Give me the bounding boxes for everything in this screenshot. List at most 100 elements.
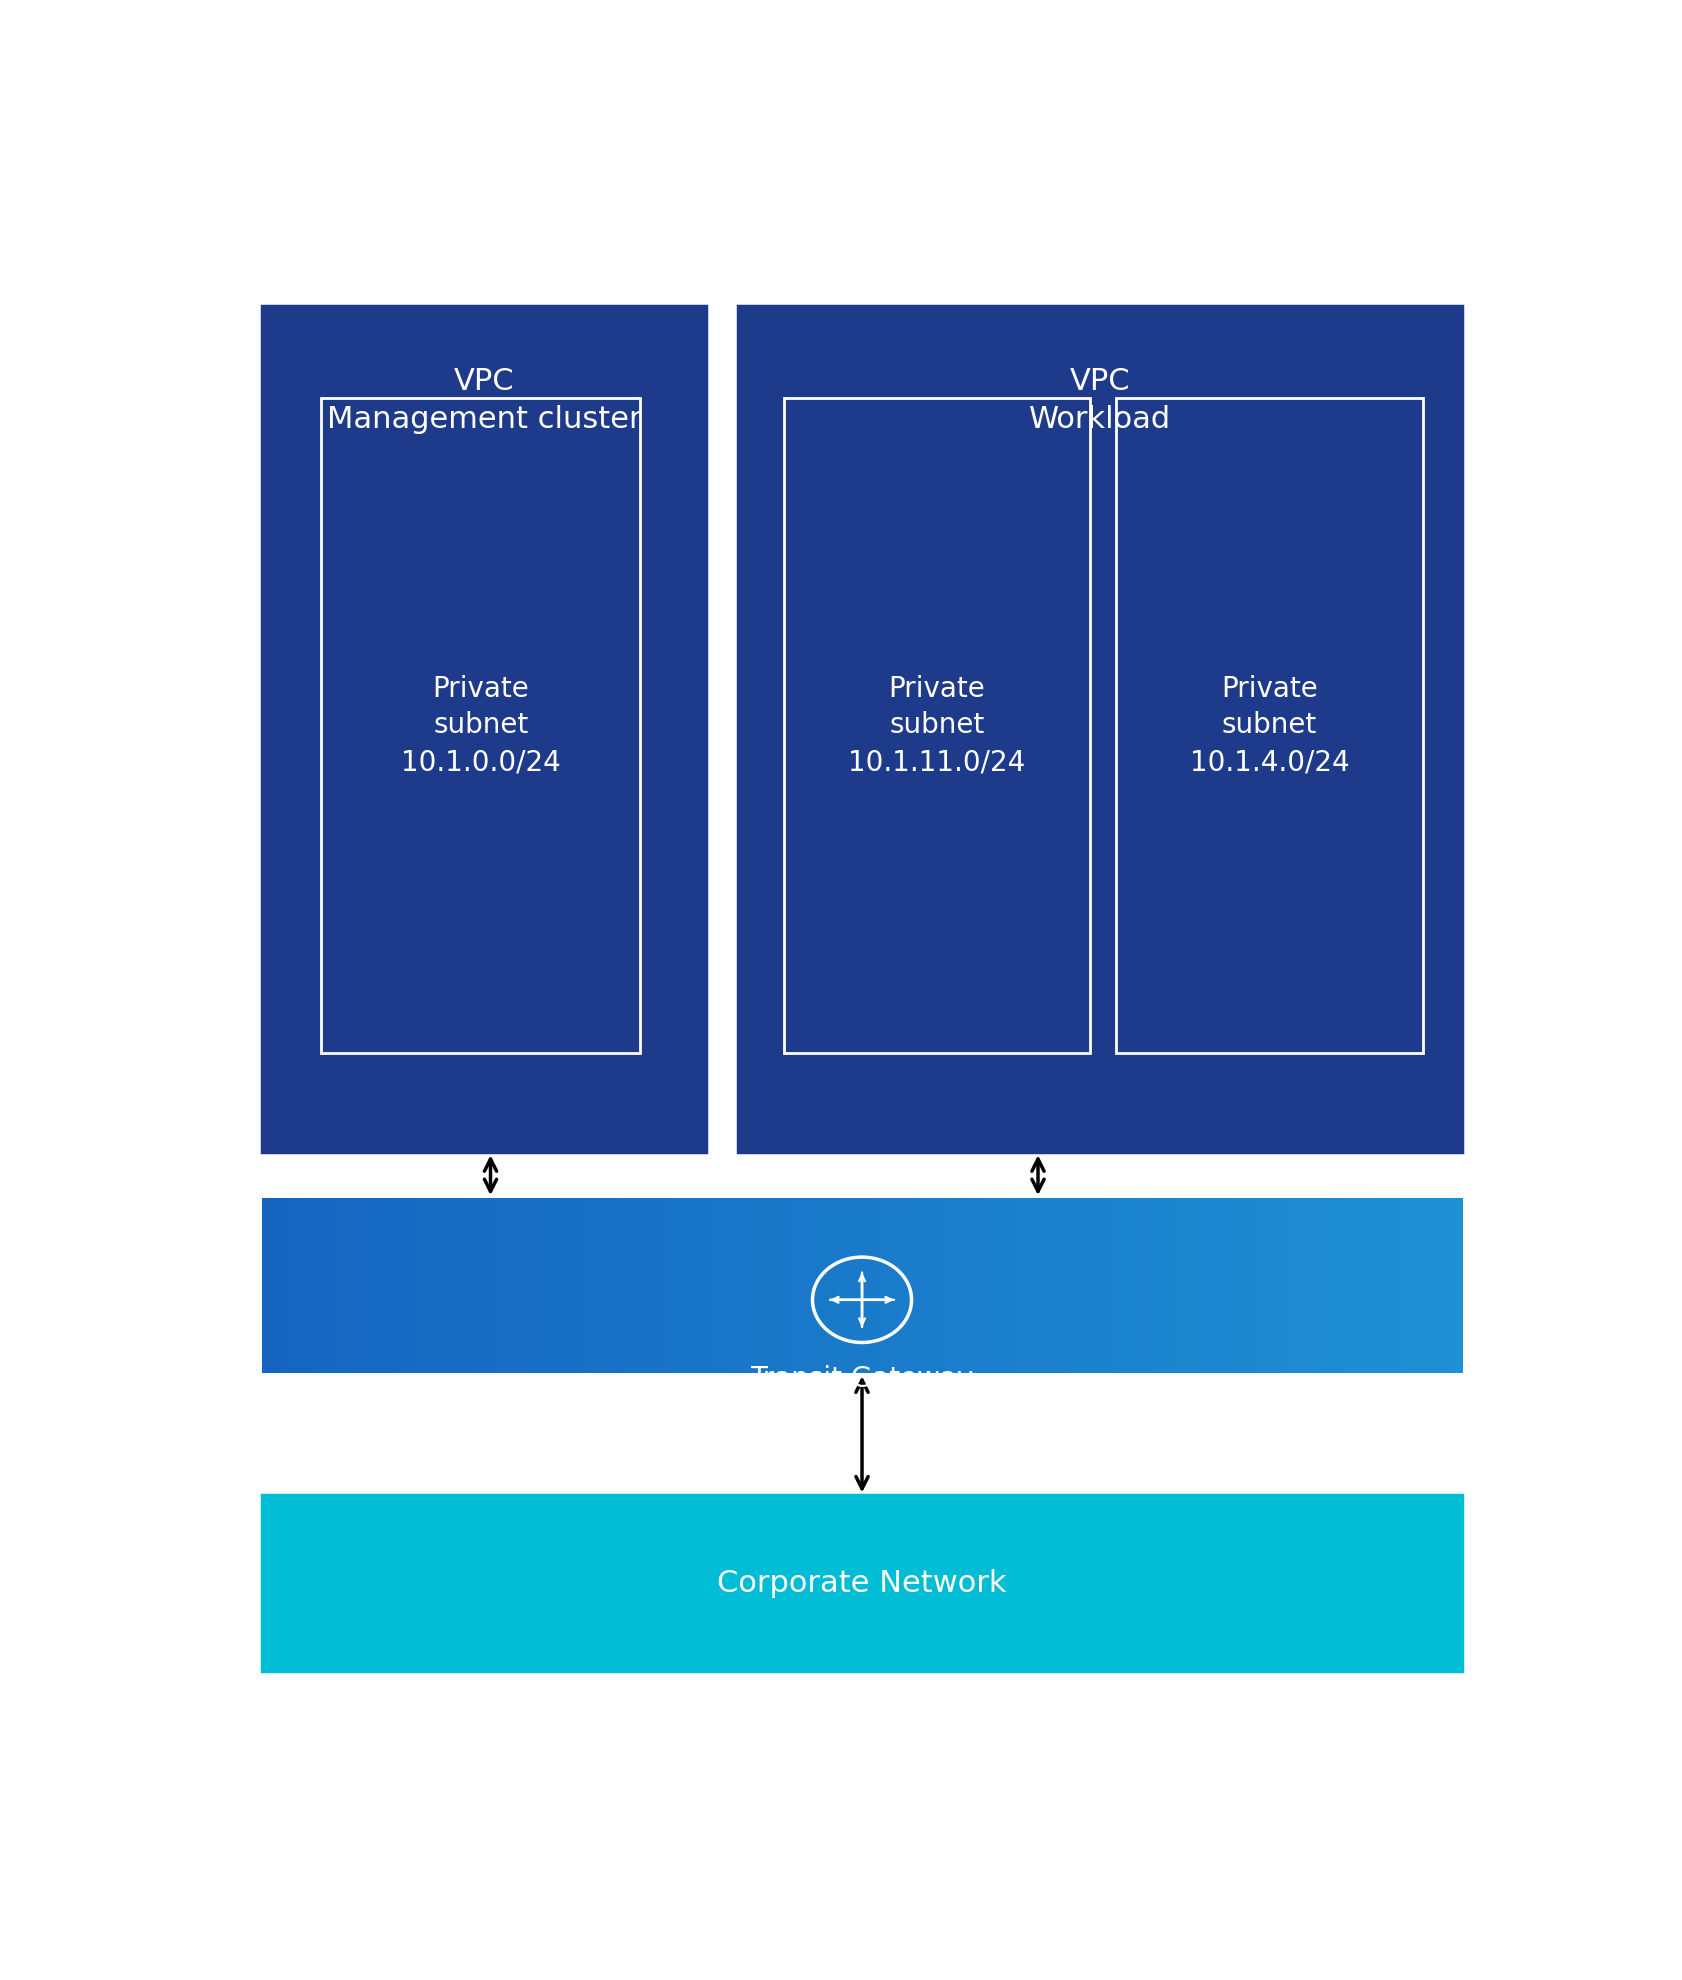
- Text: Corporate Network: Corporate Network: [717, 1568, 1008, 1598]
- Bar: [298, 1198, 311, 1374]
- Bar: [1342, 1198, 1356, 1374]
- Bar: [599, 1198, 612, 1374]
- Bar: [431, 1198, 444, 1374]
- Bar: [550, 1198, 563, 1374]
- Bar: [574, 1198, 587, 1374]
- Bar: [1078, 1198, 1092, 1374]
- Bar: [838, 1198, 851, 1374]
- Text: VPC
Management cluster: VPC Management cluster: [326, 366, 641, 434]
- Bar: [335, 1198, 348, 1374]
- Bar: [730, 1198, 743, 1374]
- Bar: [1186, 1198, 1199, 1374]
- Bar: [1305, 1198, 1319, 1374]
- Bar: [1018, 1198, 1031, 1374]
- Bar: [1330, 1198, 1342, 1374]
- Bar: [1006, 1198, 1019, 1374]
- Bar: [1113, 1198, 1127, 1374]
- Bar: [526, 1198, 540, 1374]
- Bar: [358, 1198, 372, 1374]
- Bar: [587, 1198, 599, 1374]
- Bar: [442, 1198, 456, 1374]
- Bar: [646, 1198, 659, 1374]
- Bar: [994, 1198, 1008, 1374]
- Bar: [466, 1198, 479, 1374]
- Bar: [1174, 1198, 1187, 1374]
- Bar: [346, 1198, 360, 1374]
- Bar: [1117, 398, 1423, 1053]
- Bar: [262, 1198, 276, 1374]
- Bar: [394, 1198, 407, 1374]
- Bar: [1125, 1198, 1139, 1374]
- Bar: [1041, 1198, 1055, 1374]
- Bar: [478, 1198, 491, 1374]
- Bar: [1378, 1198, 1391, 1374]
- Bar: [1246, 1198, 1260, 1374]
- Bar: [849, 1198, 863, 1374]
- Text: Private
subnet
10.1.11.0/24: Private subnet 10.1.11.0/24: [848, 675, 1026, 776]
- Bar: [1150, 1198, 1164, 1374]
- Bar: [814, 1198, 828, 1374]
- Bar: [1317, 1198, 1330, 1374]
- Bar: [1354, 1198, 1367, 1374]
- Bar: [1293, 1198, 1307, 1374]
- Bar: [683, 1198, 695, 1374]
- Bar: [982, 1198, 996, 1374]
- Bar: [886, 1198, 900, 1374]
- Bar: [1029, 1198, 1043, 1374]
- Bar: [718, 1198, 732, 1374]
- Bar: [1102, 1198, 1115, 1374]
- Bar: [1066, 1198, 1080, 1374]
- Bar: [658, 1198, 671, 1374]
- Bar: [1055, 1198, 1066, 1374]
- Bar: [503, 1198, 516, 1374]
- Bar: [738, 307, 1462, 1152]
- Bar: [898, 1198, 912, 1374]
- Bar: [875, 1198, 888, 1374]
- Text: VPC
Workload: VPC Workload: [1029, 366, 1171, 434]
- Bar: [959, 1198, 971, 1374]
- Bar: [779, 1198, 791, 1374]
- Bar: [323, 1198, 336, 1374]
- Bar: [1366, 1198, 1379, 1374]
- Bar: [321, 398, 641, 1053]
- Bar: [971, 1198, 984, 1374]
- Bar: [861, 1198, 875, 1374]
- Bar: [262, 307, 705, 1152]
- Bar: [669, 1198, 683, 1374]
- Bar: [1438, 1198, 1452, 1374]
- Bar: [311, 1198, 323, 1374]
- Bar: [910, 1198, 923, 1374]
- Bar: [922, 1198, 935, 1374]
- Bar: [706, 1198, 720, 1374]
- Bar: [754, 1198, 767, 1374]
- Bar: [538, 1198, 552, 1374]
- Bar: [1221, 1198, 1235, 1374]
- Bar: [274, 1198, 288, 1374]
- Bar: [370, 1198, 383, 1374]
- Bar: [634, 1198, 648, 1374]
- Bar: [1090, 1198, 1103, 1374]
- Bar: [1258, 1198, 1272, 1374]
- Bar: [784, 398, 1090, 1053]
- Bar: [622, 1198, 636, 1374]
- Bar: [765, 1198, 779, 1374]
- Bar: [1401, 1198, 1415, 1374]
- Bar: [407, 1198, 419, 1374]
- Bar: [742, 1198, 755, 1374]
- Bar: [454, 1198, 468, 1374]
- Bar: [1282, 1198, 1295, 1374]
- Bar: [1450, 1198, 1463, 1374]
- Bar: [1162, 1198, 1176, 1374]
- Bar: [945, 1198, 959, 1374]
- Bar: [286, 1198, 299, 1374]
- Bar: [1426, 1198, 1440, 1374]
- Bar: [1198, 1198, 1211, 1374]
- Text: Private
subnet
10.1.4.0/24: Private subnet 10.1.4.0/24: [1189, 675, 1349, 776]
- Bar: [934, 1198, 947, 1374]
- Bar: [1209, 1198, 1223, 1374]
- Bar: [515, 1198, 528, 1374]
- Bar: [262, 1495, 1462, 1671]
- Bar: [1389, 1198, 1403, 1374]
- Bar: [1413, 1198, 1426, 1374]
- Bar: [419, 1198, 432, 1374]
